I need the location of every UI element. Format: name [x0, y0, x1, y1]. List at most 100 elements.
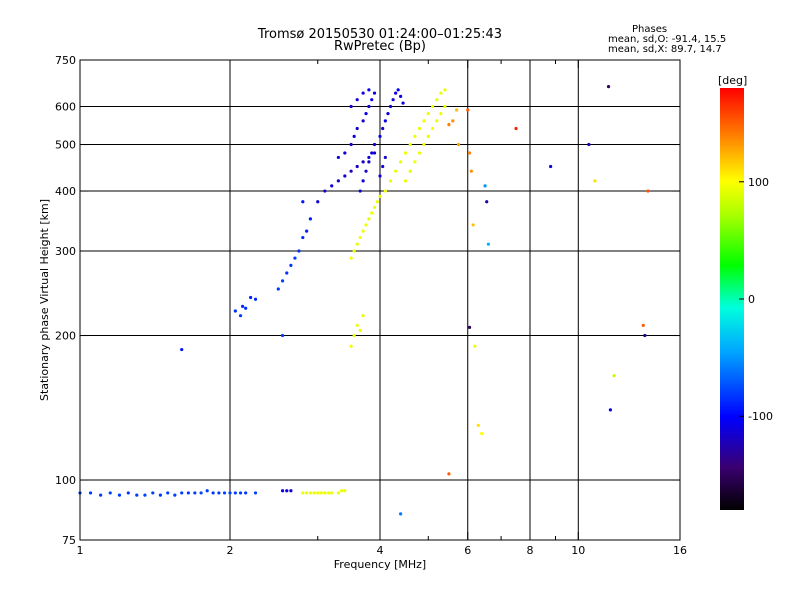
data-point	[364, 111, 368, 116]
data-point	[238, 314, 243, 318]
data-point	[330, 491, 334, 495]
data-point	[606, 85, 611, 89]
data-point	[305, 491, 309, 495]
data-point	[456, 142, 461, 147]
data-point	[370, 211, 374, 215]
data-point	[358, 189, 362, 193]
data-point	[205, 489, 209, 493]
data-point	[587, 142, 591, 147]
data-point	[391, 98, 395, 102]
data-point	[447, 123, 451, 127]
data-point	[403, 179, 408, 183]
data-point	[135, 493, 139, 497]
data-point	[480, 431, 484, 436]
y-tick-label: 400	[55, 185, 76, 198]
data-point	[370, 151, 374, 155]
data-point	[349, 256, 353, 260]
colorbar-tick-label: -100	[748, 410, 773, 423]
data-point	[383, 189, 387, 193]
x-tick-label: 2	[227, 544, 234, 557]
data-point	[253, 297, 258, 301]
data-point	[549, 164, 553, 169]
data-point	[413, 134, 417, 138]
data-point	[361, 179, 365, 183]
colorbar-tick-label: 0	[748, 293, 755, 306]
data-point	[430, 126, 435, 131]
data-point	[430, 104, 435, 109]
data-point	[358, 328, 362, 332]
data-point	[375, 200, 379, 204]
axis-ticks: 1 2 4 6 8 10 16 75 100 200 300 400 500 600 750	[55, 54, 687, 557]
data-point	[388, 179, 393, 183]
data-point	[211, 491, 215, 495]
data-point	[323, 189, 327, 193]
y-tick-label: 100	[55, 474, 76, 487]
data-point	[301, 491, 305, 495]
data-point	[643, 333, 647, 338]
data-point	[330, 184, 334, 188]
data-point	[238, 491, 243, 495]
data-point	[383, 155, 387, 160]
data-point	[408, 142, 412, 147]
data-point	[485, 200, 489, 204]
data-point	[422, 142, 426, 147]
data-point	[367, 160, 371, 164]
data-point	[372, 151, 377, 155]
data-point	[253, 491, 258, 495]
data-point	[349, 344, 353, 348]
data-point	[316, 491, 320, 495]
data-point	[358, 235, 362, 240]
data-point	[455, 108, 459, 112]
data-point	[443, 104, 447, 109]
data-point	[108, 491, 112, 495]
data-point	[349, 169, 353, 173]
data-point	[646, 189, 650, 193]
data-point	[336, 155, 340, 160]
data-point	[486, 242, 490, 246]
data-point	[439, 91, 443, 95]
data-point	[378, 194, 382, 198]
data-point	[199, 491, 203, 495]
data-point	[99, 493, 103, 497]
data-points	[78, 85, 650, 516]
data-point	[343, 151, 347, 155]
data-point	[151, 491, 155, 495]
y-tick-label: 200	[55, 330, 76, 343]
data-point	[319, 491, 323, 495]
colorbar-tick-label: 100	[748, 176, 769, 189]
data-point	[352, 333, 356, 338]
colorbar-ticks: 100 0 -100	[739, 176, 773, 423]
x-tick-label: 6	[464, 544, 471, 557]
data-point	[222, 491, 227, 495]
data-point	[593, 179, 597, 183]
data-point	[467, 151, 472, 155]
data-point	[612, 374, 616, 378]
y-tick-label: 600	[55, 101, 76, 114]
data-point	[361, 229, 365, 233]
data-point	[483, 184, 487, 188]
data-point	[285, 489, 289, 493]
y-tick-label: 75	[62, 534, 76, 547]
data-point	[349, 142, 353, 147]
data-point	[180, 491, 184, 495]
data-point	[399, 94, 403, 98]
data-point	[126, 491, 130, 495]
data-point	[244, 306, 248, 310]
data-point	[326, 491, 330, 495]
data-point	[608, 408, 613, 412]
data-point	[355, 98, 359, 102]
data-point	[355, 323, 359, 327]
grid-lines	[80, 60, 680, 540]
x-tick-label: 10	[571, 544, 585, 557]
data-point	[378, 174, 382, 178]
data-point	[117, 493, 122, 497]
colorbar-unit-label: [deg]	[718, 74, 747, 87]
data-point	[408, 169, 412, 173]
phases-x-mode: mean, sd,X: 89.7, 14.7	[608, 44, 722, 55]
data-point	[308, 491, 313, 495]
data-point	[367, 104, 371, 109]
data-point	[143, 493, 147, 497]
data-point	[367, 155, 371, 160]
data-point	[217, 491, 221, 495]
